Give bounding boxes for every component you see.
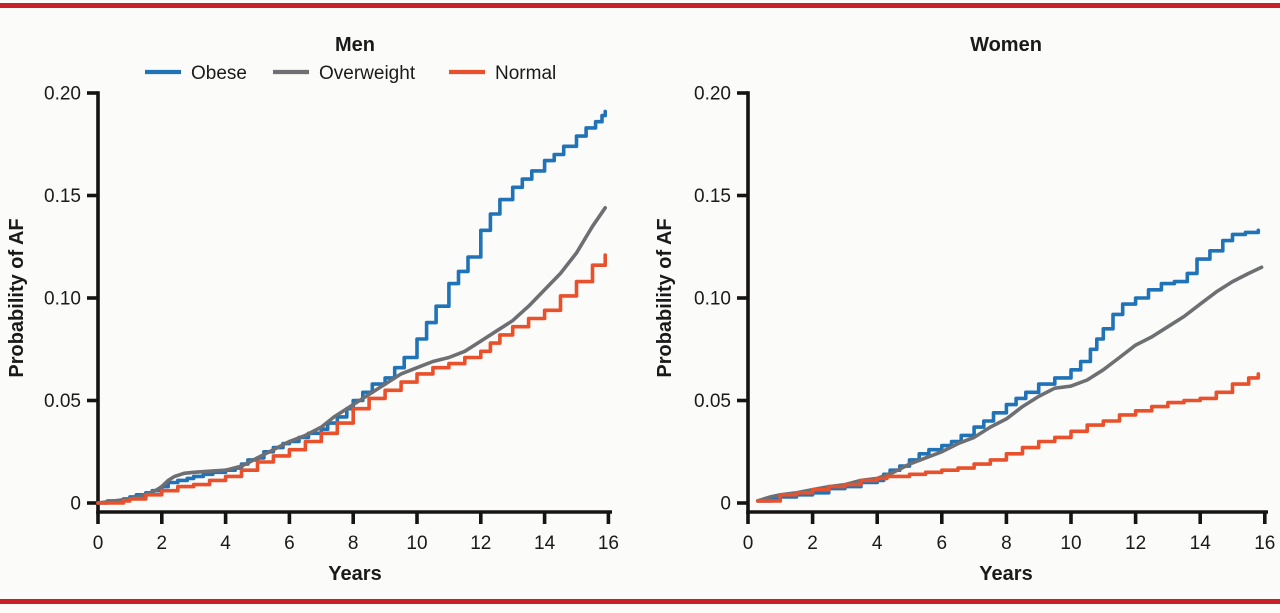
x-tick-label: 14	[534, 533, 556, 554]
x-tick-label: 10	[406, 533, 427, 554]
y-tick-label: 0	[720, 494, 731, 515]
x-tick-label: 16	[1254, 533, 1275, 554]
women-y-axis-label: Probability of AF	[654, 218, 676, 377]
x-tick-label: 12	[1125, 533, 1146, 554]
bottom-border-rule	[0, 599, 1280, 604]
x-tick-label: 12	[470, 533, 491, 554]
x-tick-label: 2	[157, 533, 168, 554]
y-tick-label: 0.10	[694, 289, 731, 310]
women-panel-title: Women	[970, 34, 1042, 56]
x-tick-label: 6	[937, 533, 948, 554]
series-curve-normal	[96, 253, 607, 505]
x-tick-label: 0	[93, 533, 104, 554]
y-tick-label: 0.15	[44, 186, 81, 207]
women-x-axis-label: Years	[979, 563, 1032, 585]
y-tick-label: 0.20	[694, 84, 731, 105]
series-curve-overweight	[96, 206, 607, 505]
men-axes: 0 0.05 0.10 0.15 0.20 0 2 4 6 8 10 12 14 16	[44, 84, 619, 555]
x-tick-label: 4	[872, 533, 883, 554]
x-tick-label: 14	[1190, 533, 1212, 554]
women-curves	[755, 228, 1264, 503]
y-tick-label: 0.05	[44, 391, 81, 412]
x-tick-label: 8	[1001, 533, 1012, 554]
y-tick-label: 0.20	[44, 84, 81, 105]
series-curve-overweight	[755, 265, 1264, 503]
men-legend: Obese Overweight Normal	[145, 63, 556, 84]
men-curves	[96, 109, 607, 505]
x-tick-label: 2	[807, 533, 818, 554]
y-tick-label: 0.05	[694, 391, 731, 412]
legend-label-normal: Normal	[495, 63, 556, 84]
y-tick-label: 0.15	[694, 186, 731, 207]
y-tick-label: 0.10	[44, 289, 81, 310]
women-panel: Women Probability of AF Years 00.050.100…	[654, 34, 1275, 585]
top-border-rule	[0, 3, 1280, 8]
x-tick-label: 16	[598, 533, 619, 554]
series-curve-obese	[755, 228, 1261, 503]
series-curve-normal	[755, 372, 1261, 503]
x-tick-label: 4	[220, 533, 231, 554]
men-panel: Men Probability of AF Years 0 0.05 0.10 0.1…	[6, 34, 619, 585]
legend-label-obese: Obese	[191, 63, 247, 84]
x-tick-label: 0	[743, 533, 754, 554]
x-tick-label: 6	[284, 533, 295, 554]
women-axes: 0 0.05 0.10 0.15 0.20 0 2 4 6 8 10 12 14 16	[694, 84, 1275, 555]
legend-label-overweight: Overweight	[319, 63, 416, 84]
men-y-axis-label: Probability of AF	[6, 218, 28, 377]
men-x-axis-label: Years	[328, 563, 381, 585]
y-tick-label: 0	[70, 494, 81, 515]
men-panel-title: Men	[335, 34, 375, 56]
x-tick-label: 10	[1060, 533, 1081, 554]
x-tick-label: 8	[348, 533, 359, 554]
